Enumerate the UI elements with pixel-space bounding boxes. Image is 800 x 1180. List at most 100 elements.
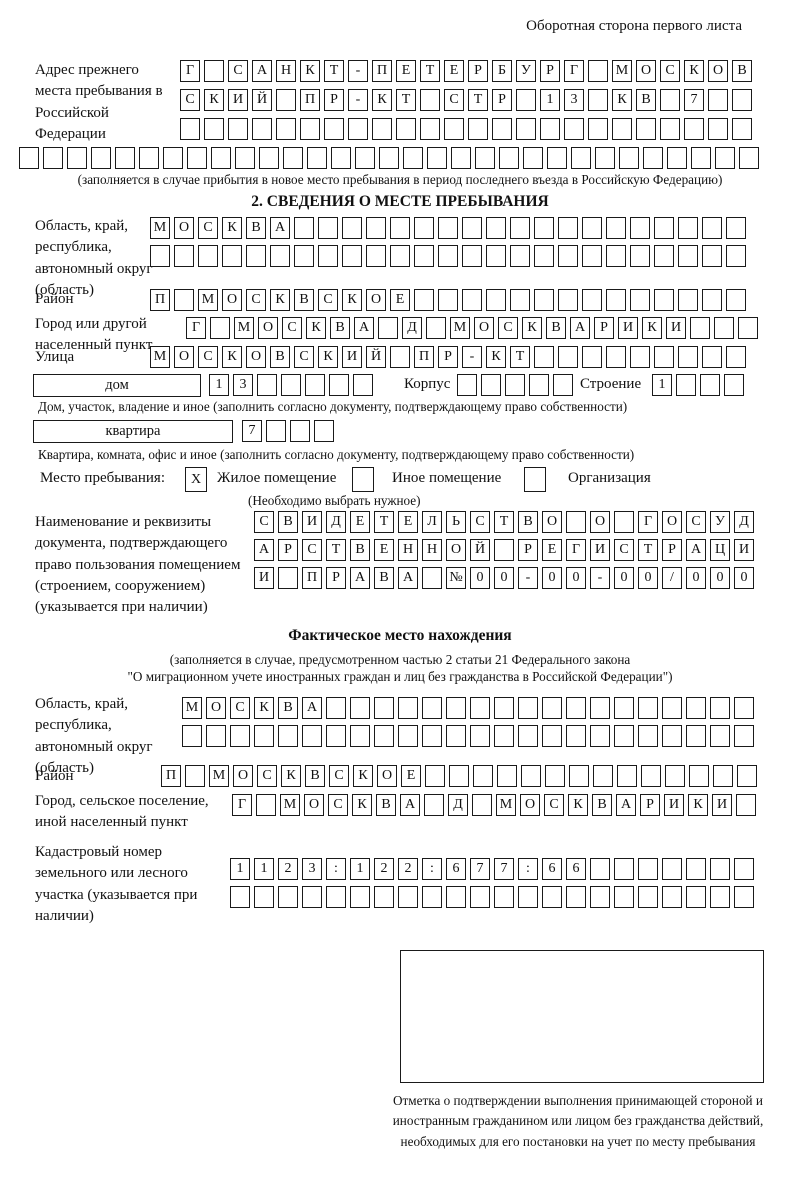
char-cell[interactable]: -: [590, 567, 610, 589]
char-cell[interactable]: [374, 725, 394, 747]
char-cell[interactable]: Е: [401, 765, 421, 787]
char-cell[interactable]: [553, 374, 573, 396]
char-cell[interactable]: Р: [492, 89, 512, 111]
char-cell[interactable]: [606, 346, 626, 368]
char-cell[interactable]: К: [300, 60, 320, 82]
char-cell[interactable]: [486, 217, 506, 239]
char-cell[interactable]: [714, 317, 734, 339]
char-cell[interactable]: С: [257, 765, 277, 787]
char-cell[interactable]: О: [446, 539, 466, 561]
char-cell[interactable]: С: [254, 511, 274, 533]
char-cell[interactable]: 2: [278, 858, 298, 880]
char-cell[interactable]: С: [544, 794, 564, 816]
char-cell[interactable]: [185, 765, 205, 787]
char-cell[interactable]: С: [230, 697, 250, 719]
char-cell[interactable]: [582, 289, 602, 311]
char-cell[interactable]: [510, 245, 530, 267]
char-cell[interactable]: [547, 147, 567, 169]
char-cell[interactable]: Ц: [710, 539, 730, 561]
char-cell[interactable]: [558, 346, 578, 368]
char-cell[interactable]: О: [366, 289, 386, 311]
char-cell[interactable]: [486, 245, 506, 267]
char-cell[interactable]: [422, 725, 442, 747]
char-cell[interactable]: [403, 147, 423, 169]
char-cell[interactable]: И: [666, 317, 686, 339]
char-cell[interactable]: О: [708, 60, 728, 82]
char-cell[interactable]: [204, 118, 224, 140]
char-cell[interactable]: 6: [446, 858, 466, 880]
char-cell[interactable]: А: [350, 567, 370, 589]
char-cell[interactable]: 0: [614, 567, 634, 589]
char-cell[interactable]: А: [400, 794, 420, 816]
char-cell[interactable]: У: [516, 60, 536, 82]
char-cell[interactable]: [518, 725, 538, 747]
char-cell[interactable]: В: [330, 317, 350, 339]
char-cell[interactable]: К: [684, 60, 704, 82]
char-cell[interactable]: [398, 697, 418, 719]
char-cell[interactable]: [302, 886, 322, 908]
char-cell[interactable]: [266, 420, 286, 442]
char-cell[interactable]: 1: [254, 858, 274, 880]
char-cell[interactable]: 7: [494, 858, 514, 880]
char-cell[interactable]: И: [664, 794, 684, 816]
char-cell[interactable]: О: [246, 346, 266, 368]
char-cell[interactable]: Е: [542, 539, 562, 561]
char-cell[interactable]: М: [450, 317, 470, 339]
char-cell[interactable]: [446, 725, 466, 747]
char-cell[interactable]: [379, 147, 399, 169]
char-cell[interactable]: [305, 374, 325, 396]
char-cell[interactable]: М: [234, 317, 254, 339]
char-cell[interactable]: И: [590, 539, 610, 561]
char-cell[interactable]: [529, 374, 549, 396]
char-cell[interactable]: -: [518, 567, 538, 589]
char-cell[interactable]: 2: [374, 858, 394, 880]
char-cell[interactable]: В: [592, 794, 612, 816]
char-cell[interactable]: [516, 89, 536, 111]
char-cell[interactable]: А: [254, 539, 274, 561]
char-cell[interactable]: М: [198, 289, 218, 311]
char-cell[interactable]: [710, 697, 730, 719]
stay-type-checkbox-zhiloe[interactable]: X: [185, 467, 207, 492]
char-cell[interactable]: М: [612, 60, 632, 82]
char-cell[interactable]: О: [222, 289, 242, 311]
char-cell[interactable]: В: [305, 765, 325, 787]
char-cell[interactable]: О: [377, 765, 397, 787]
char-cell[interactable]: [690, 317, 710, 339]
char-cell[interactable]: [654, 245, 674, 267]
char-cell[interactable]: К: [222, 217, 242, 239]
char-cell[interactable]: М: [280, 794, 300, 816]
char-cell[interactable]: [326, 697, 346, 719]
char-cell[interactable]: [691, 147, 711, 169]
char-cell[interactable]: [426, 317, 446, 339]
char-cell[interactable]: А: [686, 539, 706, 561]
char-cell[interactable]: С: [198, 217, 218, 239]
char-cell[interactable]: [222, 245, 242, 267]
char-cell[interactable]: [494, 886, 514, 908]
char-cell[interactable]: 0: [470, 567, 490, 589]
char-cell[interactable]: [590, 886, 610, 908]
char-cell[interactable]: [475, 147, 495, 169]
char-cell[interactable]: [732, 118, 752, 140]
char-cell[interactable]: [667, 147, 687, 169]
char-cell[interactable]: [558, 217, 578, 239]
char-cell[interactable]: [396, 118, 416, 140]
char-cell[interactable]: 3: [233, 374, 253, 396]
char-cell[interactable]: Т: [326, 539, 346, 561]
char-cell[interactable]: И: [302, 511, 322, 533]
char-cell[interactable]: [534, 289, 554, 311]
char-cell[interactable]: [499, 147, 519, 169]
char-cell[interactable]: Б: [492, 60, 512, 82]
char-cell[interactable]: [569, 765, 589, 787]
char-cell[interactable]: [494, 725, 514, 747]
char-cell[interactable]: [590, 858, 610, 880]
char-cell[interactable]: [206, 725, 226, 747]
char-cell[interactable]: П: [150, 289, 170, 311]
fact-region-row-2[interactable]: [182, 725, 758, 747]
char-cell[interactable]: [414, 289, 434, 311]
char-cell[interactable]: Й: [252, 89, 272, 111]
char-cell[interactable]: О: [662, 511, 682, 533]
